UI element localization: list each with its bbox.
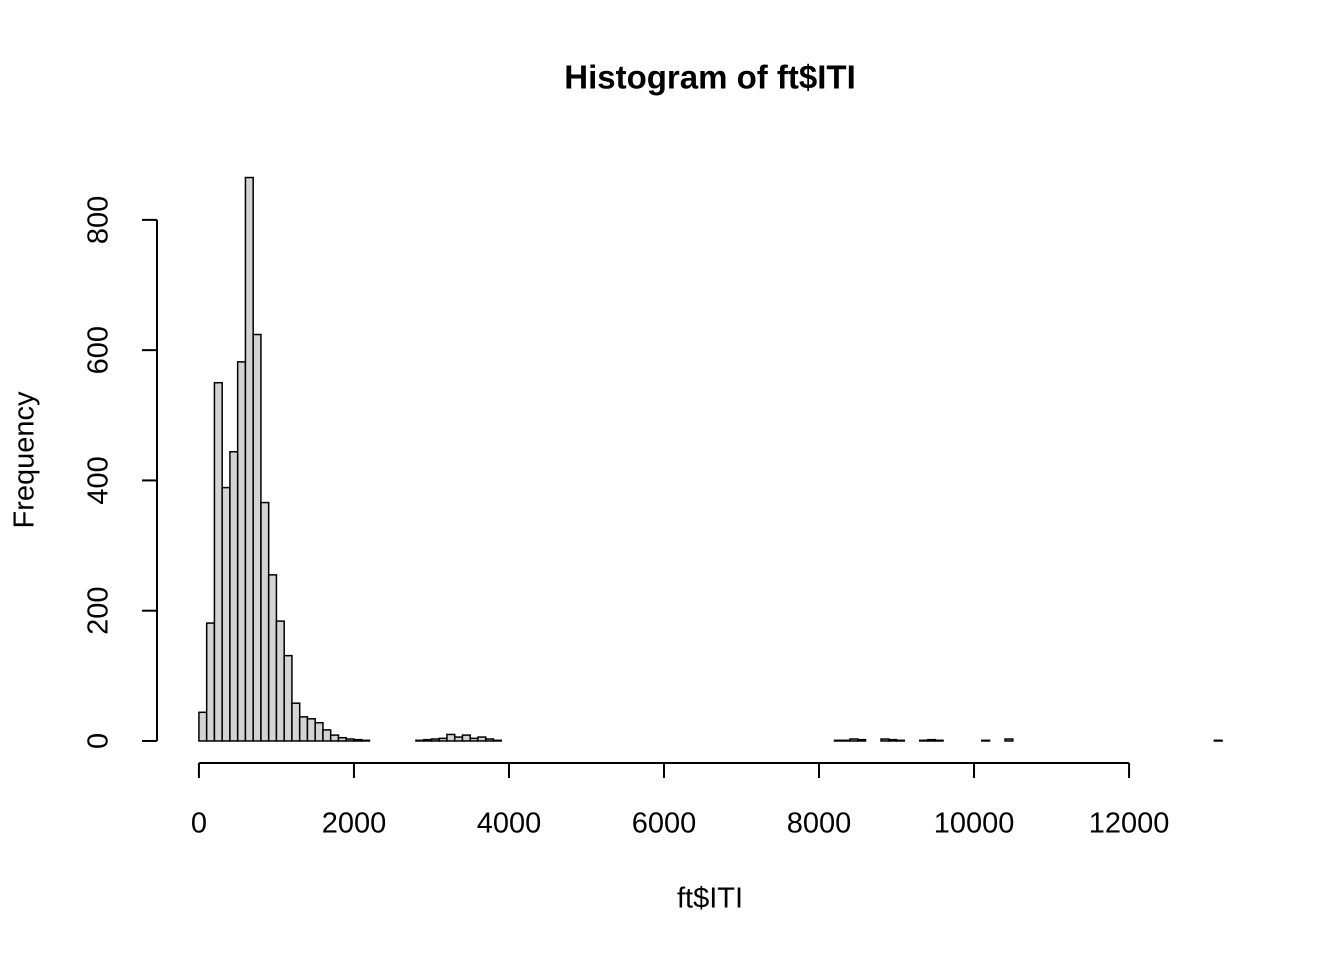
bar <box>895 739 906 742</box>
bar <box>198 711 208 742</box>
bar <box>252 333 262 742</box>
x-tick-label: 2000 <box>322 808 387 840</box>
bar <box>477 736 487 742</box>
bar <box>919 739 929 742</box>
bar <box>880 738 890 742</box>
bar <box>415 739 425 742</box>
bar <box>453 736 464 742</box>
bar <box>360 739 371 742</box>
bar <box>430 738 440 742</box>
bar <box>322 729 332 742</box>
bar <box>926 738 937 742</box>
x-tick-label: 8000 <box>787 808 852 840</box>
x-tick-label: 6000 <box>632 808 697 840</box>
bar <box>236 361 247 742</box>
x-tick-label: 0 <box>191 808 207 840</box>
y-tick-label: 400 <box>83 456 115 504</box>
chart-title: Histogram of ft$ITI <box>564 59 856 96</box>
bar <box>492 739 502 742</box>
bar <box>244 176 254 742</box>
y-tick-label: 800 <box>83 196 115 244</box>
bar <box>345 738 355 742</box>
bar <box>857 738 867 742</box>
y-tick-label: 0 <box>83 733 115 749</box>
bar <box>438 737 448 742</box>
bar <box>314 721 324 742</box>
x-tick-label: 12000 <box>1089 808 1170 840</box>
bar <box>291 702 301 742</box>
bar <box>888 738 898 742</box>
bar <box>849 738 859 742</box>
bar <box>298 716 309 742</box>
bar <box>422 738 433 742</box>
y-tick-label: 600 <box>83 326 115 374</box>
bar <box>306 718 316 742</box>
bar <box>469 737 479 742</box>
bar <box>329 734 340 742</box>
bar <box>260 501 270 742</box>
bar <box>461 734 471 742</box>
bar <box>1213 739 1223 742</box>
bar <box>833 739 844 742</box>
bar <box>283 654 293 742</box>
y-axis-label: Frequency <box>9 391 41 529</box>
y-tick-label: 200 <box>83 586 115 634</box>
bar <box>446 733 456 742</box>
bar <box>213 381 223 742</box>
bar <box>205 622 216 742</box>
bar <box>934 739 944 742</box>
x-tick-label: 4000 <box>477 808 542 840</box>
x-tick-label: 10000 <box>934 808 1015 840</box>
x-axis-label: ft$ITI <box>677 883 743 915</box>
bar <box>484 738 495 742</box>
bar <box>841 739 851 742</box>
bar <box>275 620 285 742</box>
bar <box>267 574 278 742</box>
bar <box>981 739 991 742</box>
bar <box>1004 738 1014 742</box>
bar <box>221 486 231 742</box>
bar <box>337 736 347 742</box>
bar <box>353 738 363 742</box>
bar <box>229 451 239 742</box>
